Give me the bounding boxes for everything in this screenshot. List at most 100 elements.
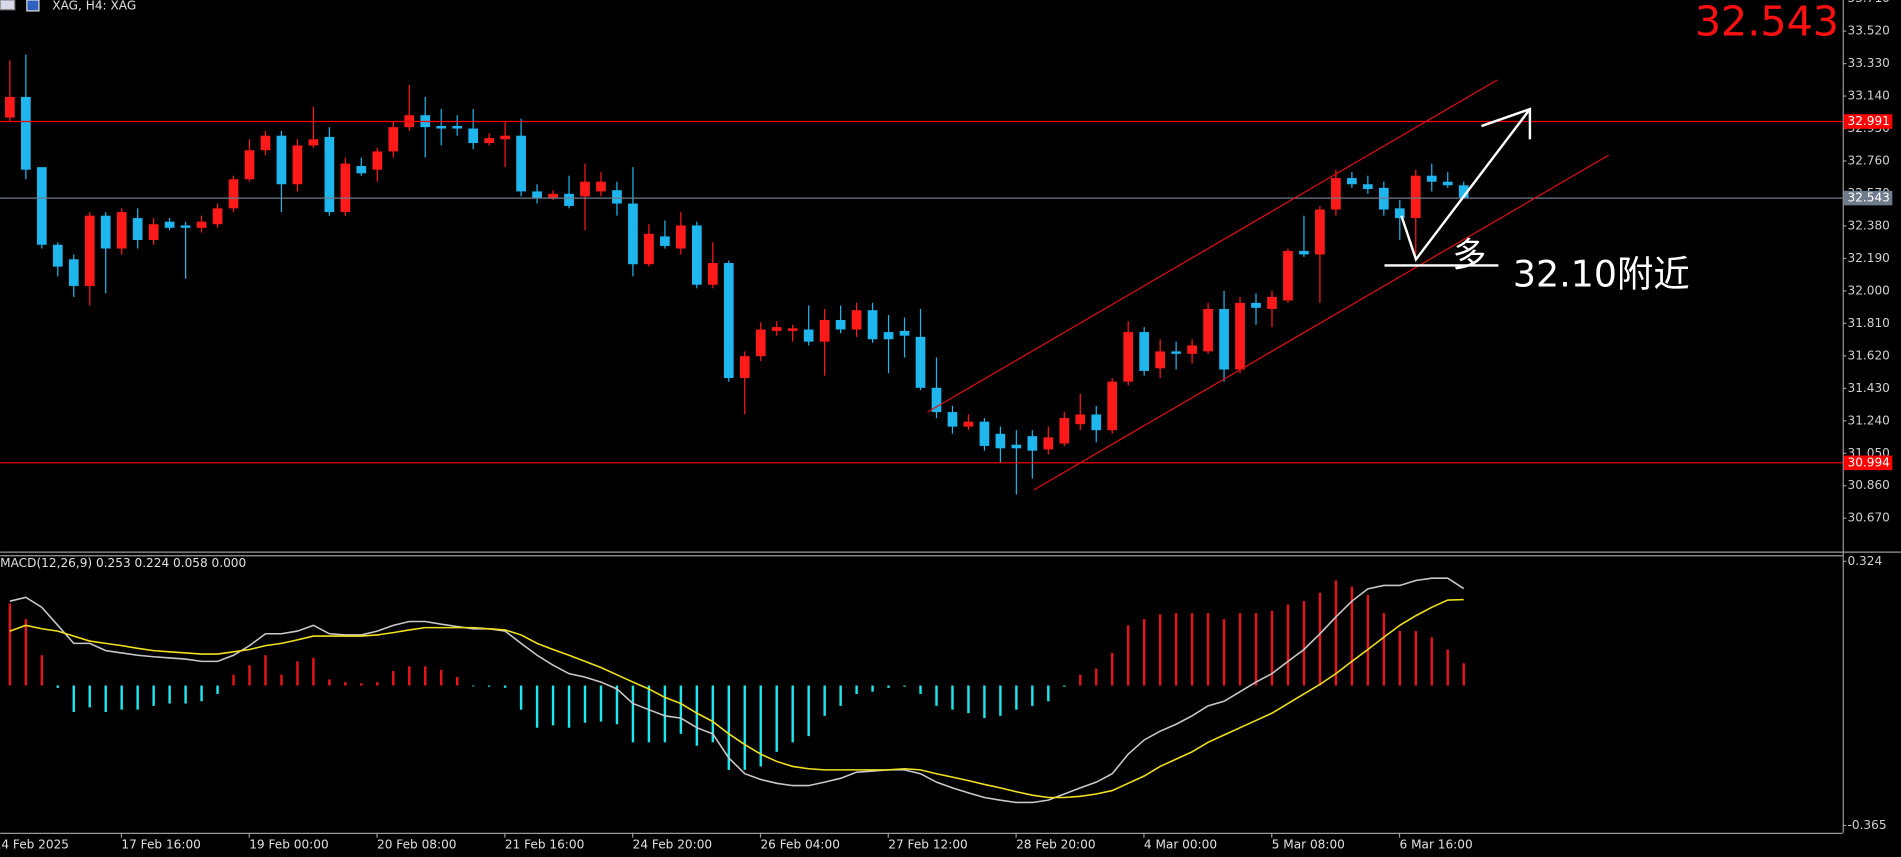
macd-bar bbox=[376, 682, 379, 686]
price-line-label: 32.543 bbox=[1848, 191, 1890, 205]
y-tick-label: 31.810 bbox=[1848, 316, 1890, 330]
macd-bar bbox=[168, 685, 171, 704]
candle-body bbox=[468, 128, 479, 144]
macd-bar bbox=[1350, 586, 1354, 686]
macd-bar bbox=[1254, 613, 1258, 686]
candle-body bbox=[1331, 178, 1341, 210]
macd-bar bbox=[88, 685, 91, 708]
candle-body bbox=[660, 236, 670, 246]
candle-body bbox=[867, 310, 878, 340]
macd-bar bbox=[663, 685, 667, 743]
macd-bar bbox=[1398, 631, 1402, 686]
candle-body bbox=[851, 310, 862, 330]
candle-body bbox=[931, 387, 942, 413]
candle-body bbox=[1091, 414, 1102, 431]
candle-body bbox=[707, 263, 718, 285]
macd-bar bbox=[647, 685, 651, 743]
macd-bar bbox=[1206, 613, 1210, 686]
macd-bar bbox=[232, 674, 235, 686]
candle-body bbox=[644, 233, 654, 265]
macd-bar bbox=[1126, 625, 1130, 686]
candle-body bbox=[1362, 184, 1373, 190]
candle-body bbox=[947, 412, 958, 427]
macd-bar bbox=[919, 685, 922, 694]
candle-body bbox=[36, 167, 47, 245]
candle-body bbox=[1315, 209, 1325, 255]
y-tick-label: 32.000 bbox=[1848, 283, 1890, 297]
candle-body bbox=[1410, 175, 1421, 219]
candle-body bbox=[979, 421, 990, 446]
macd-bar bbox=[503, 685, 507, 688]
macd-bar bbox=[1414, 631, 1417, 686]
macd-bar bbox=[280, 674, 283, 686]
candle-body bbox=[196, 221, 207, 228]
macd-bar bbox=[471, 685, 475, 687]
macd-bar bbox=[248, 665, 251, 686]
macd-bar bbox=[200, 685, 203, 702]
candle-body bbox=[1043, 437, 1054, 450]
macd-bar bbox=[583, 685, 587, 723]
y-tick-label: 31.240 bbox=[1848, 413, 1890, 427]
candle-body bbox=[324, 136, 335, 213]
macd-bar bbox=[999, 685, 1002, 716]
candle-body bbox=[899, 330, 910, 336]
macd-bar bbox=[1430, 637, 1433, 686]
macd-bar bbox=[1302, 601, 1306, 686]
candle-body bbox=[164, 221, 175, 228]
arrow-head bbox=[1481, 107, 1532, 140]
x-tick-label: 27 Feb 12:00 bbox=[888, 837, 967, 851]
y-tick-label: 31.430 bbox=[1848, 381, 1890, 395]
macd-bar bbox=[455, 677, 459, 686]
candle-body bbox=[484, 138, 494, 144]
toolbar-icons bbox=[0, 0, 40, 12]
y-tick-label: 30.860 bbox=[1848, 478, 1890, 492]
x-tick-label: 17 Feb 16:00 bbox=[121, 837, 200, 851]
macd-bar bbox=[1047, 685, 1050, 702]
candle-body bbox=[1011, 444, 1022, 449]
macd-bar bbox=[599, 685, 603, 722]
macd-bar bbox=[887, 685, 890, 688]
macd-bar bbox=[1111, 652, 1114, 686]
macd-bar bbox=[1366, 595, 1370, 686]
macd-bar bbox=[679, 685, 683, 734]
macd-bar bbox=[40, 655, 44, 686]
macd-bar bbox=[152, 685, 155, 706]
candle-body bbox=[1235, 302, 1245, 370]
arrows bbox=[1384, 107, 1532, 267]
candle-body bbox=[580, 181, 590, 197]
candle-body bbox=[388, 127, 399, 152]
candle-body bbox=[835, 319, 846, 330]
candle-body bbox=[1107, 381, 1118, 431]
macd-bar bbox=[312, 657, 315, 686]
macd-bar bbox=[823, 685, 826, 716]
macd-bar bbox=[136, 685, 139, 710]
price-line-tag bbox=[1843, 455, 1893, 471]
candle-body bbox=[116, 212, 127, 249]
macd-bar bbox=[424, 666, 427, 686]
candle-body bbox=[340, 163, 351, 213]
candle-body bbox=[1267, 296, 1277, 310]
y-tick-label: 32.190 bbox=[1848, 251, 1890, 265]
candle-body bbox=[1139, 332, 1150, 371]
candle-body bbox=[244, 150, 255, 180]
candle-body bbox=[596, 181, 606, 192]
annotation: 32.10附近 bbox=[1513, 252, 1690, 295]
macd-bar bbox=[1015, 685, 1018, 710]
x-tick-label: 14 Feb 2025 bbox=[0, 837, 69, 851]
x-tick-label: 24 Feb 20:00 bbox=[633, 837, 712, 851]
macd-bar bbox=[1286, 604, 1290, 686]
macd-bar bbox=[871, 685, 874, 692]
y-tick-label: 30.670 bbox=[1848, 511, 1890, 525]
y-tick-label: 32.760 bbox=[1848, 153, 1890, 167]
macd-bar bbox=[392, 670, 395, 686]
macd-bar bbox=[1190, 613, 1194, 686]
macd-bar bbox=[1158, 614, 1162, 686]
candle-body bbox=[1155, 351, 1166, 369]
y-tick-label: 32.380 bbox=[1848, 218, 1890, 232]
macd-bar bbox=[551, 685, 555, 726]
candle-body bbox=[276, 135, 287, 185]
candle-body bbox=[676, 225, 686, 249]
candle-body bbox=[5, 96, 15, 118]
candle-body bbox=[564, 193, 574, 206]
